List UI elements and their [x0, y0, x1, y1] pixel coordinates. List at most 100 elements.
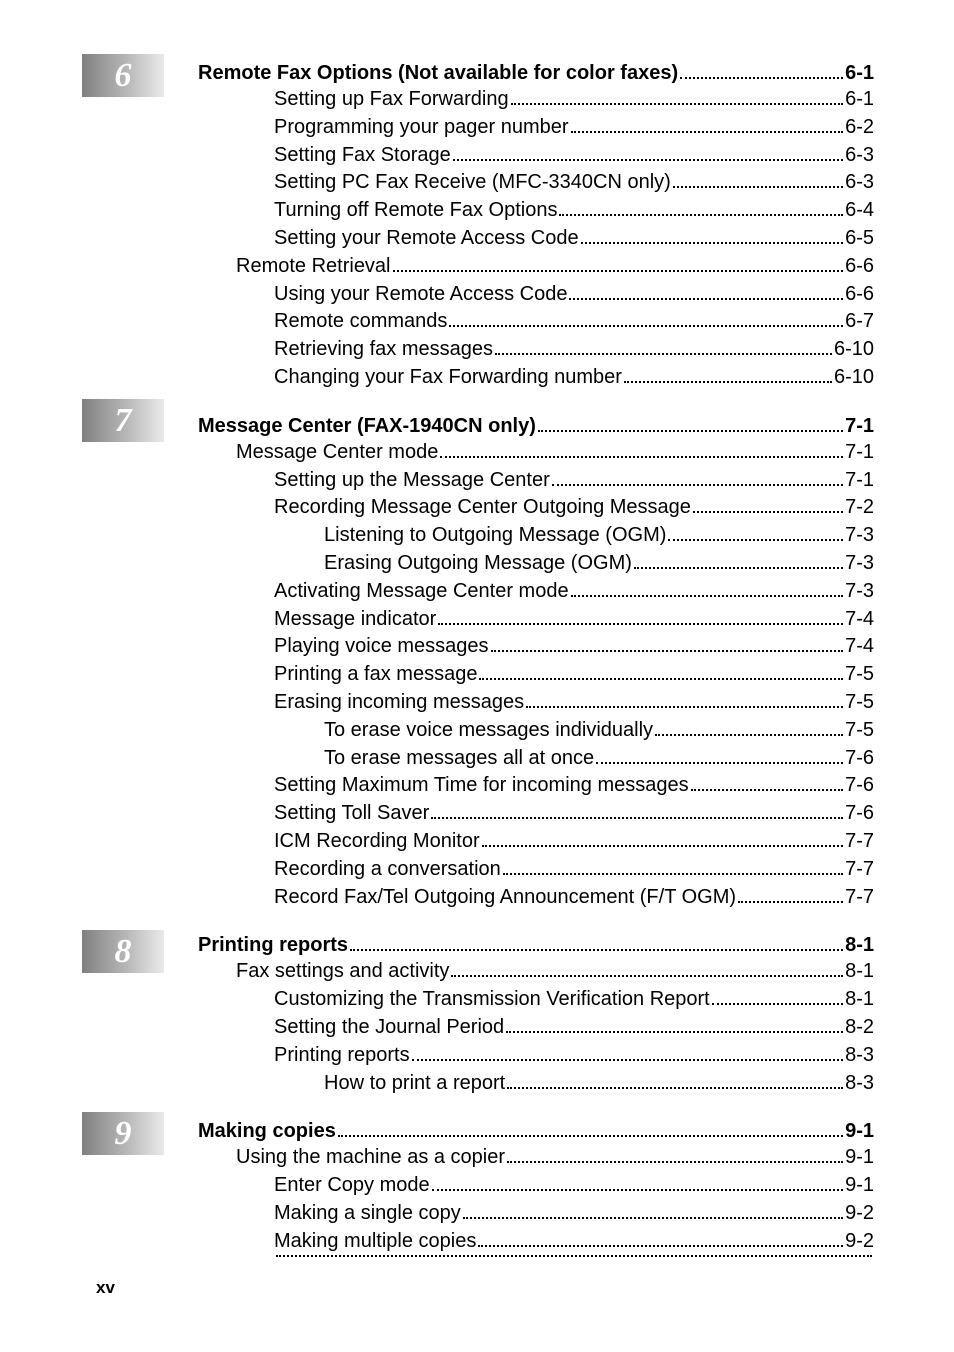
toc-entry-label: Setting PC Fax Receive (MFC-3340CN only)	[274, 169, 671, 196]
toc-entry-page: 7-7	[845, 856, 874, 883]
toc-leader	[438, 623, 843, 625]
toc-entry-page: 6-10	[834, 336, 874, 363]
toc-leader	[338, 1135, 843, 1137]
toc-entry-page: 6-6	[845, 281, 874, 308]
toc-entry: Activating Message Center mode 7-3	[274, 578, 874, 605]
toc-entry-page: 6-3	[845, 142, 874, 169]
toc-entry-page: 7-5	[845, 661, 874, 688]
toc-entry-label: Using the machine as a copier	[236, 1144, 505, 1171]
toc-entry-page: 8-2	[845, 1014, 874, 1041]
toc-entry-label: Message indicator	[274, 606, 436, 633]
toc-leader	[449, 325, 843, 327]
toc-entry-label: Setting up the Message Center	[274, 467, 550, 494]
toc-entry-label: To erase voice messages individually	[324, 717, 653, 744]
toc-leader	[479, 678, 843, 680]
toc-entry: Setting the Journal Period 8-2	[274, 1014, 874, 1041]
toc-entry: Playing voice messages 7-4	[274, 633, 874, 660]
toc-title-label: Making copies	[198, 1120, 336, 1143]
toc-leader	[440, 456, 843, 458]
toc-entry: Listening to Outgoing Message (OGM) 7-3	[324, 522, 874, 549]
toc-entry: Printing reports 8-3	[274, 1042, 874, 1069]
toc-entry-page: 8-1	[845, 986, 874, 1013]
toc-entry-page: 7-7	[845, 884, 874, 911]
toc-title-label: Remote Fax Options (Not available for co…	[198, 62, 678, 85]
toc-leader	[453, 159, 843, 161]
toc-entry-label: Erasing Outgoing Message (OGM)	[324, 550, 632, 577]
toc-entry-page: 6-6	[845, 253, 874, 280]
toc-title-page: 6-1	[845, 62, 874, 85]
toc-entry-page: 7-1	[845, 467, 874, 494]
toc-leader	[634, 567, 843, 569]
toc-entry: Enter Copy mode9-1	[274, 1172, 874, 1199]
toc-page: 6 Remote Fax Options (Not available for …	[0, 0, 954, 1352]
toc-entry-page: 9-2	[845, 1228, 874, 1255]
toc-entry-label: ICM Recording Monitor	[274, 828, 480, 855]
toc-leader	[655, 734, 843, 736]
toc-leader	[412, 1059, 843, 1061]
toc-entry: Record Fax/Tel Outgoing Announcement (F/…	[274, 884, 874, 911]
toc-entry: Message Center mode 7-1	[236, 439, 874, 466]
toc-entry-label: Message Center mode	[236, 439, 438, 466]
toc-leader	[691, 789, 844, 791]
toc-entry: Printing a fax message 7-5	[274, 661, 874, 688]
toc-entry: Recording Message Center Outgoing Messag…	[274, 494, 874, 521]
toc-entry: Making multiple copies 9-2	[274, 1228, 874, 1255]
toc-leader	[276, 1255, 872, 1257]
toc-section: Fax settings and activity 8-1 Customizin…	[198, 958, 874, 1096]
toc-entry: Turning off Remote Fax Options6-4	[274, 197, 874, 224]
toc-entry-label: Setting the Journal Period	[274, 1014, 504, 1041]
toc-entry-label: Fax settings and activity	[236, 958, 449, 985]
toc-leader	[693, 511, 843, 513]
toc-leader	[712, 1003, 843, 1005]
toc-entry-label: Playing voice messages	[274, 633, 489, 660]
toc-entry-label: Changing your Fax Forwarding number	[274, 364, 622, 391]
toc-leader	[507, 1161, 843, 1163]
toc-entry-page: 7-5	[845, 717, 874, 744]
toc-leader	[495, 353, 832, 355]
toc-entry: Programming your pager number6-2	[274, 114, 874, 141]
toc-entry: Using your Remote Access Code6-6	[274, 281, 874, 308]
toc-leader	[581, 242, 843, 244]
toc-entry-label: Remote commands	[274, 308, 447, 335]
toc-title-label: Message Center (FAX-1940CN only)	[198, 415, 536, 438]
toc-entry-label: Remote Retrieval	[236, 253, 391, 280]
toc-leader	[491, 650, 844, 652]
toc-entry-page: 7-3	[845, 522, 874, 549]
chapter-tab-6: 6	[82, 54, 164, 97]
toc-leader	[571, 131, 844, 133]
toc-entry-page: 7-3	[845, 550, 874, 577]
toc-entry-page: 7-2	[845, 494, 874, 521]
toc-entry-label: Recording a conversation	[274, 856, 501, 883]
toc-leader	[503, 873, 843, 875]
toc-entry-label: Enter Copy mode	[274, 1172, 430, 1199]
page-number-footer: xv	[96, 1278, 115, 1298]
toc-entry-page: 9-1	[845, 1144, 874, 1171]
toc-entry: Setting Toll Saver 7-6	[274, 800, 874, 827]
toc-entry: Fax settings and activity 8-1	[236, 958, 874, 985]
toc-title-page: 7-1	[845, 415, 874, 438]
toc-entry: To erase voice messages individually 7-5	[324, 717, 874, 744]
toc-entry-page: 7-5	[845, 689, 874, 716]
toc-entry: To erase messages all at once7-6	[324, 745, 874, 772]
toc-leader	[393, 270, 844, 272]
toc-entry-label: Activating Message Center mode	[274, 578, 569, 605]
toc-entry-page: 7-6	[845, 800, 874, 827]
toc-entry-label: Erasing incoming messages	[274, 689, 524, 716]
toc-entry-label: Turning off Remote Fax Options	[274, 197, 557, 224]
toc-entry-page: 7-3	[845, 578, 874, 605]
toc-leader	[482, 845, 843, 847]
toc-entry: Erasing Outgoing Message (OGM) 7-3	[324, 550, 874, 577]
toc-leader	[738, 901, 843, 903]
toc-entry-label: To erase messages all at once	[324, 745, 594, 772]
toc-entry-page: 8-1	[845, 958, 874, 985]
toc-section: Using the machine as a copier 9-1 Enter …	[198, 1144, 874, 1262]
toc-entry-label: Programming your pager number	[274, 114, 569, 141]
toc-entry: How to print a report 8-3	[324, 1070, 874, 1097]
toc-entry: Remote commands6-7	[274, 308, 874, 335]
toc-entry-label: Listening to Outgoing Message (OGM)	[324, 522, 666, 549]
toc-leader	[507, 1087, 843, 1089]
toc-entry-page: 7-4	[845, 633, 874, 660]
toc-leader	[668, 539, 843, 541]
toc-leader	[463, 1217, 843, 1219]
toc-entry-label: Setting Maximum Time for incoming messag…	[274, 772, 689, 799]
